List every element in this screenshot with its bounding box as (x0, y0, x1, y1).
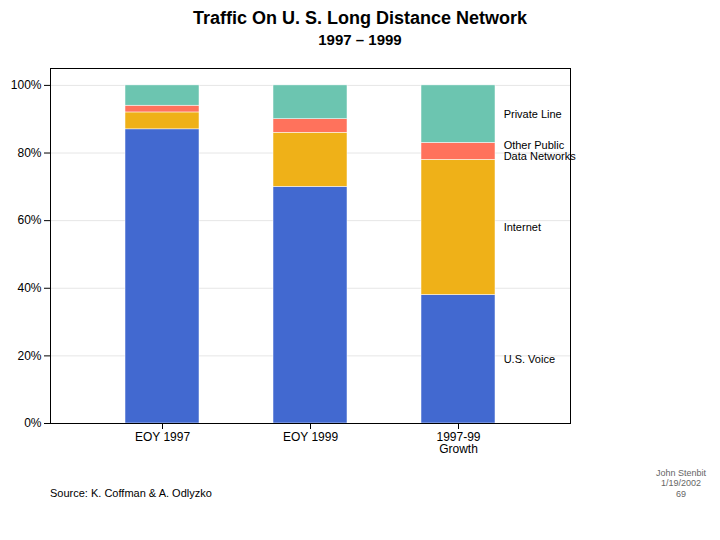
svg-text:60%: 60% (17, 213, 41, 227)
svg-text:Other PublicData Networks: Other PublicData Networks (504, 139, 577, 162)
svg-text:0%: 0% (24, 416, 42, 430)
html-text:1997 – 1999: 1997 – 1999 (318, 31, 402, 48)
svg-text:100%: 100% (11, 78, 42, 92)
svg-text:EOY 1997: EOY 1997 (135, 430, 190, 444)
svg-text:20%: 20% (17, 349, 41, 363)
svg-text:EOY 1999: EOY 1999 (283, 430, 338, 444)
svg-text:40%: 40% (17, 281, 41, 295)
svg-text:Private Line: Private Line (504, 108, 562, 120)
html-text:1/19/2002: 1/19/2002 (661, 478, 701, 489)
svg-text:Internet: Internet (504, 221, 541, 233)
svg-text:1997-99Growth: 1997-99Growth (436, 430, 480, 456)
html-text:69: 69 (676, 488, 686, 499)
html-text:John Stenbit: John Stenbit (656, 468, 706, 478)
svg-text:U.S. Voice: U.S. Voice (504, 353, 555, 365)
html-text:Source: K. Coffman & A. Odlyzk: Source: K. Coffman & A. Odlyzko (50, 487, 212, 499)
svg-text:80%: 80% (17, 146, 41, 160)
html-text:Traffic On U. S. Long Distance: Traffic On U. S. Long Distance Network (193, 8, 527, 28)
